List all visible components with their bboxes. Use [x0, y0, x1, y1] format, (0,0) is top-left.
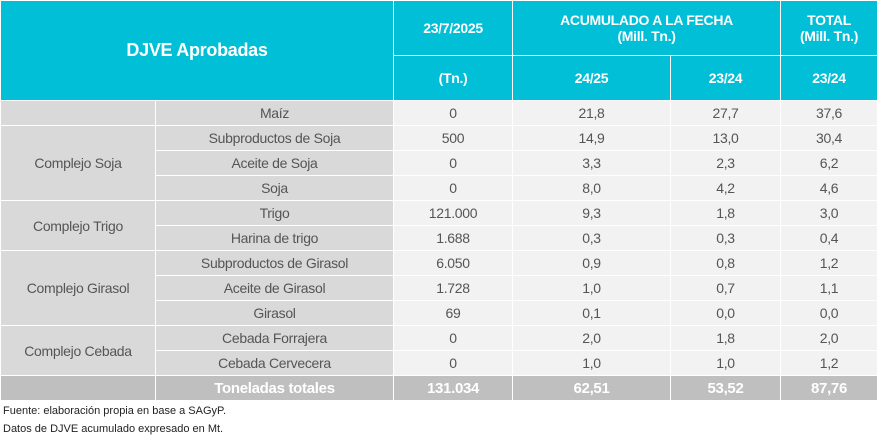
t2324-cell: 1,1: [780, 275, 879, 301]
total-unit: (Mill. Tn.): [799, 28, 859, 44]
date-unit-header: (Tn.): [393, 55, 514, 101]
tn-cell: 1.728: [393, 275, 514, 301]
col-2425-header: 24/25: [512, 55, 672, 101]
tn-cell: 6.050: [393, 250, 514, 276]
a2425-cell: 1,0: [512, 350, 672, 376]
a2324-cell: 1,8: [670, 325, 782, 351]
table-row: Girasol 69 0,1 0,0 0,0: [1, 300, 879, 326]
tn-cell: 0: [393, 100, 514, 126]
total-title: TOTAL: [807, 12, 851, 28]
group-cell: Complejo Trigo: [0, 200, 156, 251]
djve-table: DJVE Aprobadas 23/7/2025 ACUMULADO A LA …: [0, 0, 879, 401]
table-row: Harina de trigo 1.688 0,3 0,3 0,4: [1, 225, 879, 251]
total-row: Toneladas totales 131.034 62,51 53,52 87…: [0, 375, 879, 401]
product-cell: Subproductos de Girasol: [154, 250, 395, 276]
a2425-cell: 0,1: [512, 300, 672, 326]
t2324-cell: 6,2: [780, 150, 879, 176]
tn-cell: 121.000: [393, 200, 514, 226]
a2425-cell: 8,0: [512, 175, 672, 201]
total-group-cell: [0, 375, 156, 401]
tn-cell: 500: [393, 125, 514, 151]
total-label: Toneladas totales: [154, 375, 395, 401]
a2324-cell: 2,3: [670, 150, 782, 176]
total-header: TOTAL (Mill. Tn.): [780, 0, 879, 56]
a2324-cell: 27,7: [670, 100, 782, 126]
a2425-cell: 0,9: [512, 250, 672, 276]
a2425-cell: 1,0: [512, 275, 672, 301]
table-row: Complejo Cebada Cebada Forrajera 0 2,0 1…: [0, 325, 879, 376]
a2425-cell: 2,0: [512, 325, 672, 351]
product-cell: Soja: [154, 175, 395, 201]
tn-cell: 0: [393, 175, 514, 201]
t2324-cell: 1,2: [780, 250, 879, 276]
table-row: Aceite de Girasol 1.728 1,0 0,7 1,1: [1, 275, 879, 301]
total-t2324: 87,76: [780, 375, 879, 401]
t2324-cell: 4,6: [780, 175, 879, 201]
acumulado-unit: (Mill. Tn.): [617, 28, 676, 44]
t2324-cell: 37,6: [780, 100, 879, 126]
t2324-cell: 3,0: [780, 200, 879, 226]
total-a2324: 53,52: [670, 375, 782, 401]
product-cell: Cebada Cervecera: [154, 350, 395, 376]
product-cell: Aceite de Girasol: [154, 275, 395, 301]
group-cell: [0, 100, 156, 126]
source-note: Fuente: elaboración propia en base a SAG…: [3, 405, 227, 417]
table-title: DJVE Aprobadas: [0, 0, 395, 101]
a2324-cell: 0,8: [670, 250, 782, 276]
t2324-cell: 0,0: [780, 300, 879, 326]
tn-cell: 69: [393, 300, 514, 326]
t2324-cell: 30,4: [780, 125, 879, 151]
group-cell: Complejo Girasol: [0, 250, 156, 326]
units-note: Datos de DJVE acumulado expresado en Mt.: [3, 423, 224, 435]
table-row: Complejo Girasol Subproductos de Girasol…: [0, 250, 879, 326]
t2324-cell: 1,2: [780, 350, 879, 376]
a2425-cell: 3,3: [512, 150, 672, 176]
product-cell: Maíz: [154, 100, 395, 126]
table-row: Maíz 0 21,8 27,7 37,6: [0, 100, 879, 126]
a2324-cell: 1,0: [670, 350, 782, 376]
total-tn: 131.034: [393, 375, 514, 401]
product-cell: Harina de trigo: [154, 225, 395, 251]
a2425-cell: 21,8: [512, 100, 672, 126]
a2324-cell: 0,7: [670, 275, 782, 301]
product-cell: Cebada Forrajera: [154, 325, 395, 351]
a2324-cell: 13,0: [670, 125, 782, 151]
a2324-cell: 0,0: [670, 300, 782, 326]
a2425-cell: 0,3: [512, 225, 672, 251]
a2324-cell: 0,3: [670, 225, 782, 251]
t2324-cell: 2,0: [780, 325, 879, 351]
col-2324-header: 23/24: [670, 55, 782, 101]
product-cell: Girasol: [154, 300, 395, 326]
col-total-2324-header: 23/24: [780, 55, 879, 101]
tn-cell: 0: [393, 150, 514, 176]
acumulado-header: ACUMULADO A LA FECHA (Mill. Tn.): [512, 0, 782, 56]
group-cell: Complejo Soja: [0, 125, 156, 201]
product-cell: Subproductos de Soja: [154, 125, 395, 151]
table-row: Complejo Trigo Trigo 121.000 9,3 1,8 3,0: [0, 200, 879, 251]
t2324-cell: 0,4: [780, 225, 879, 251]
table-row: Cebada Cervecera 0 1,0 1,0 1,2: [1, 350, 879, 376]
acumulado-title: ACUMULADO A LA FECHA: [560, 12, 733, 28]
group-cell: Complejo Cebada: [0, 325, 156, 376]
a2324-cell: 4,2: [670, 175, 782, 201]
tn-cell: 1.688: [393, 225, 514, 251]
a2425-cell: 14,9: [512, 125, 672, 151]
table-row: Complejo Soja Subproductos de Soja 500 1…: [0, 125, 879, 201]
table-row: Soja 0 8,0 4,2 4,6: [1, 175, 879, 201]
tn-cell: 0: [393, 350, 514, 376]
total-a2425: 62,51: [512, 375, 672, 401]
product-cell: Aceite de Soja: [154, 150, 395, 176]
date-header: 23/7/2025: [393, 0, 514, 56]
product-cell: Trigo: [154, 200, 395, 226]
a2425-cell: 9,3: [512, 200, 672, 226]
tn-cell: 0: [393, 325, 514, 351]
a2324-cell: 1,8: [670, 200, 782, 226]
table-row: Aceite de Soja 0 3,3 2,3 6,2: [1, 150, 879, 176]
